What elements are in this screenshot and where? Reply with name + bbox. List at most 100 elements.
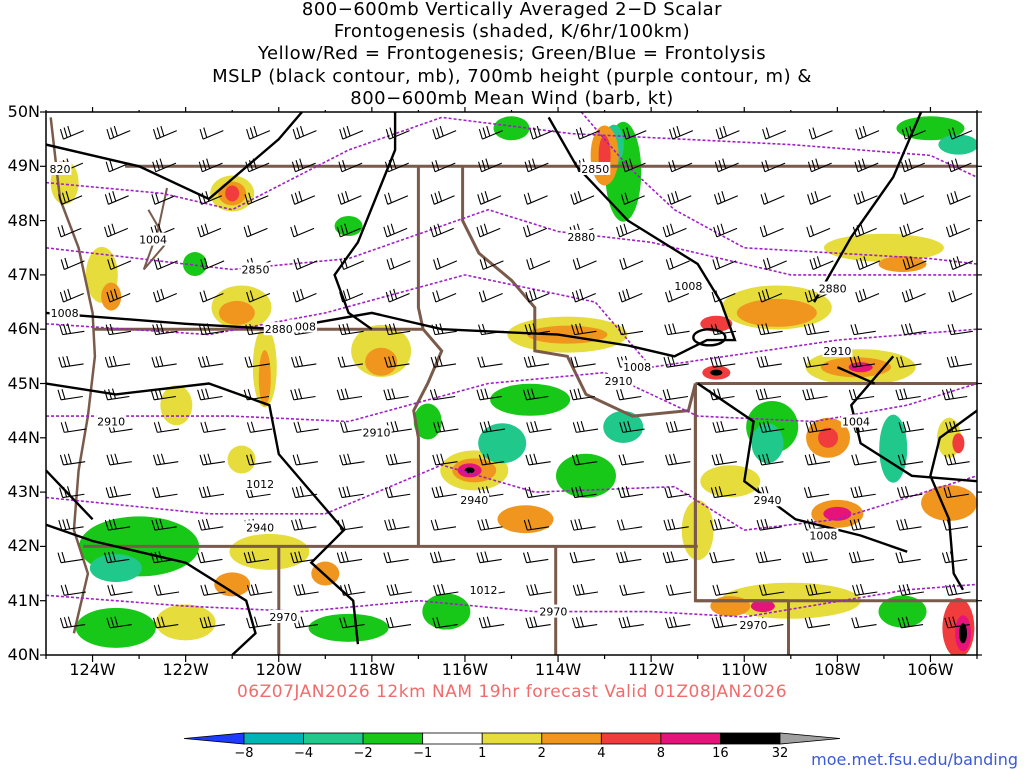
shading-cell xyxy=(493,116,530,141)
wind-barb xyxy=(715,125,740,140)
map-field: 1008 1008 1008 1008 1004 1008 1012 1012 1004 820 2… xyxy=(46,112,977,655)
contour-label: 1004 xyxy=(842,416,870,429)
wind-barb xyxy=(618,288,643,303)
wind-barb xyxy=(339,453,365,466)
wind-barb xyxy=(59,453,86,466)
wind-barb xyxy=(850,323,876,336)
wind-barb xyxy=(385,288,410,303)
wind-barb xyxy=(897,616,924,629)
contour-label: 2970 xyxy=(539,606,567,619)
wind-barb xyxy=(429,551,456,564)
wind-barb xyxy=(336,223,361,238)
shading-cell xyxy=(155,604,216,641)
wind-barb xyxy=(896,518,922,531)
wind-barb xyxy=(946,191,971,205)
contour-label: 2910 xyxy=(363,426,391,439)
wind-barb xyxy=(662,389,689,401)
shading-cell xyxy=(921,484,977,521)
wind-barb xyxy=(339,583,366,596)
wind-barb xyxy=(478,125,503,140)
wind-barb xyxy=(855,125,880,140)
wind-barb xyxy=(522,551,549,564)
colorbar-segment xyxy=(422,732,483,745)
wind-barb xyxy=(339,288,364,303)
contour-label-bg xyxy=(138,232,169,246)
wind-barb xyxy=(572,257,597,270)
contour-label: 2940 xyxy=(460,494,488,507)
lon-label: 110W xyxy=(721,660,768,679)
wind-barb xyxy=(104,551,130,564)
title-line-2: Frontogenesis (shaded, K/6hr/100km) xyxy=(333,21,691,42)
wind-barb xyxy=(293,583,319,596)
colorbar-segment xyxy=(481,732,543,745)
wind-barb xyxy=(621,158,646,173)
wind-barb xyxy=(522,225,547,238)
colorbar-segment xyxy=(720,732,781,745)
wind-barb xyxy=(526,421,552,433)
wind-barb xyxy=(523,192,548,205)
wind-barb xyxy=(383,223,408,238)
contour-label-bg xyxy=(603,373,634,387)
wind-barb xyxy=(104,355,131,368)
wind-barb xyxy=(664,323,690,336)
wind-barb xyxy=(851,454,877,466)
wind-barb xyxy=(665,453,691,466)
colorbar-tick-label: 1 xyxy=(478,746,487,761)
wind-barb xyxy=(244,192,269,205)
wind-barb xyxy=(60,257,85,270)
contour-label-bg xyxy=(738,618,769,632)
height-contour xyxy=(46,583,977,618)
contour-label: 1012 xyxy=(470,584,498,597)
wind-barb xyxy=(478,616,505,629)
wind-barb xyxy=(572,421,599,433)
wind-barb xyxy=(900,158,925,173)
lat-label: 42N xyxy=(7,536,40,556)
colorbar-max-arrow xyxy=(779,732,841,745)
mslp-contour xyxy=(929,409,977,591)
wind-barb xyxy=(947,323,973,336)
wind-barb xyxy=(151,192,176,205)
wind-barb xyxy=(477,191,502,205)
wind-barb xyxy=(757,323,783,336)
lon-label: 122W xyxy=(162,660,209,679)
lon-label: 118W xyxy=(348,660,396,679)
wind-barb xyxy=(942,519,969,531)
wind-barb xyxy=(152,125,177,140)
shading-cell xyxy=(227,445,256,474)
wind-barb xyxy=(762,127,787,140)
wind-barb xyxy=(478,158,503,173)
shading-cell xyxy=(497,505,554,534)
contour-label: 1008 xyxy=(288,320,316,333)
wind-barb xyxy=(338,160,363,173)
wind-barb xyxy=(433,257,458,270)
lon-label: 112W xyxy=(627,660,675,679)
wind-barb xyxy=(809,256,834,270)
shading-cell xyxy=(736,298,817,327)
wind-barb xyxy=(293,421,319,433)
wind-barb xyxy=(337,356,363,368)
contour-label-bg xyxy=(566,229,597,243)
wind-barb xyxy=(851,617,877,629)
wind-barb xyxy=(57,225,82,238)
wind-barb xyxy=(711,290,736,303)
wind-barb xyxy=(59,125,84,140)
wind-barb xyxy=(712,257,737,270)
wind-barb xyxy=(336,551,363,564)
wind-barb xyxy=(948,127,973,140)
wind-barb xyxy=(197,518,224,531)
shading-cell xyxy=(710,596,751,617)
shading-cell xyxy=(879,414,908,483)
wind-barb xyxy=(385,453,412,466)
lon-label: 116W xyxy=(441,660,489,679)
wind-barb xyxy=(622,127,647,140)
shading-cell xyxy=(896,116,965,141)
wind-barb xyxy=(619,421,645,433)
wind-barb xyxy=(618,454,644,466)
wind-barb xyxy=(619,257,644,270)
wind-barb xyxy=(60,584,87,596)
wind-barb xyxy=(432,617,458,629)
colorbar-tick-label: 8 xyxy=(656,746,666,761)
contour-label: 2850 xyxy=(241,263,269,276)
colorbar-tick-label: −1 xyxy=(413,746,433,761)
